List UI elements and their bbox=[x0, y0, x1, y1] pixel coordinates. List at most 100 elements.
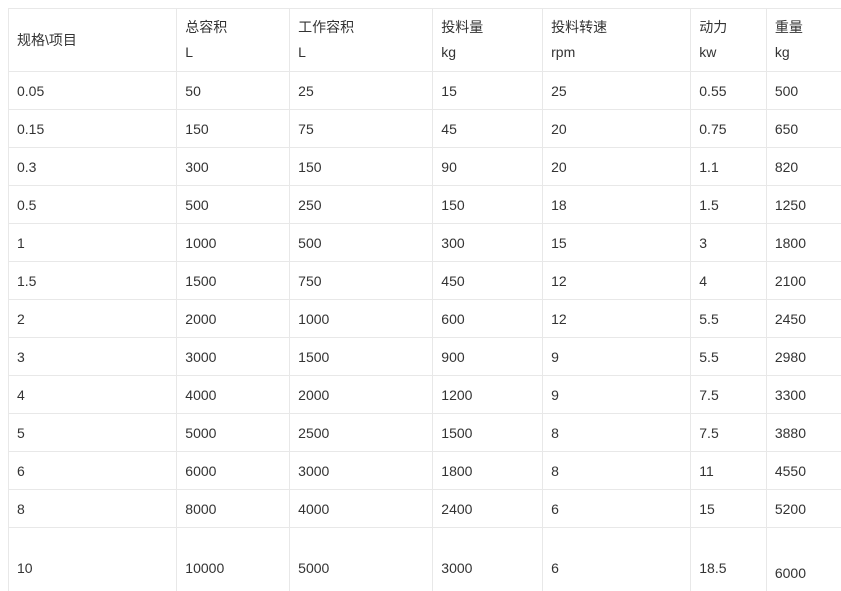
value-cell: 1.5 bbox=[690, 185, 767, 224]
column-label: 投料转速 bbox=[551, 19, 608, 35]
table-row: 5 5000 2500 1500 8 7.5 3880 bbox=[7, 413, 841, 452]
value-cell: 8000 bbox=[176, 489, 291, 528]
column-header-4: 投料转速 rpm bbox=[542, 8, 692, 72]
spec-cell: 0.15 bbox=[7, 109, 178, 148]
spec-cell: 0.05 bbox=[7, 71, 178, 110]
value-cell: 2100 bbox=[765, 261, 841, 300]
column-label: 投料量 bbox=[441, 19, 484, 35]
value-cell: 5000 bbox=[289, 527, 434, 591]
column-header-2: 工作容积 L bbox=[289, 8, 434, 72]
column-header-1: 总容积 L bbox=[176, 8, 291, 72]
value-cell: 12 bbox=[542, 299, 692, 338]
spec-cell: 0.3 bbox=[7, 147, 178, 186]
spec-cell: 10 bbox=[7, 527, 178, 591]
value-cell: 12 bbox=[542, 261, 692, 300]
table-row: 6 6000 3000 1800 8 11 4550 bbox=[7, 451, 841, 490]
column-label: 重量 bbox=[774, 19, 803, 35]
value-cell: 4550 bbox=[765, 451, 841, 490]
value-cell: 10000 bbox=[176, 527, 291, 591]
value-cell: 650 bbox=[765, 109, 841, 148]
value-cell: 300 bbox=[176, 147, 291, 186]
spec-cell: 2 bbox=[7, 299, 178, 338]
table-row: 2 2000 1000 600 12 5.5 2450 bbox=[7, 299, 841, 338]
table-row: 0.15 150 75 45 20 0.75 650 bbox=[7, 109, 841, 148]
value-cell: 250 bbox=[289, 185, 434, 224]
value-cell: 750 bbox=[289, 261, 434, 300]
column-unit: L bbox=[298, 44, 306, 60]
value-cell: 2980 bbox=[765, 337, 841, 376]
column-label: 规格\项目 bbox=[17, 31, 77, 48]
value-cell: 500 bbox=[289, 223, 434, 262]
column-header-6: 重量 kg bbox=[765, 8, 841, 72]
header-row: 规格\项目 总容积 L 工作容积 L 投料量 kg 投料转速 rpm 动力 kw 重量 kg bbox=[7, 8, 841, 72]
value-cell: 4 bbox=[690, 261, 767, 300]
value-cell: 7.5 bbox=[690, 413, 767, 452]
value-cell: 5.5 bbox=[690, 337, 767, 376]
spec-cell: 1 bbox=[7, 223, 178, 262]
value-cell: 50 bbox=[176, 71, 291, 110]
value-cell: 25 bbox=[542, 71, 692, 110]
column-label: 总容积 bbox=[185, 19, 228, 35]
value-cell: 1800 bbox=[765, 223, 841, 262]
value-cell: 9 bbox=[542, 337, 692, 376]
value-cell: 15 bbox=[542, 223, 692, 262]
value-cell: 5.5 bbox=[690, 299, 767, 338]
spec-table-head: 规格\项目 总容积 L 工作容积 L 投料量 kg 投料转速 rpm 动力 kw 重量 kg bbox=[7, 8, 841, 72]
value-cell: 4000 bbox=[289, 489, 434, 528]
value-cell: 25 bbox=[289, 71, 434, 110]
spec-table-container: 规格\项目 总容积 L 工作容积 L 投料量 kg 投料转速 rpm 动力 kw 重量 kg 0.05 5… bbox=[7, 8, 841, 591]
value-cell: 15 bbox=[690, 489, 767, 528]
table-row: 10 10000 5000 3000 6 18.5 6000 bbox=[7, 527, 841, 591]
column-header-3: 投料量 kg bbox=[432, 8, 544, 72]
table-row: 4 4000 2000 1200 9 7.5 3300 bbox=[7, 375, 841, 414]
value-cell: 11 bbox=[690, 451, 767, 490]
table-row: 0.5 500 250 150 18 1.5 1250 bbox=[7, 185, 841, 224]
value-cell: 45 bbox=[432, 109, 544, 148]
column-label: 动力 bbox=[699, 19, 728, 35]
value-cell: 20 bbox=[542, 147, 692, 186]
value-cell: 150 bbox=[176, 109, 291, 148]
table-body: 0.05 50 25 15 25 0.55 500 0.15 150 75 45 20 0.75 650 0… bbox=[7, 71, 841, 591]
value-cell: 0.75 bbox=[690, 109, 767, 148]
value-cell: 450 bbox=[432, 261, 544, 300]
value-cell: 1800 bbox=[432, 451, 544, 490]
value-cell: 3000 bbox=[432, 527, 544, 591]
spec-cell: 1.5 bbox=[7, 261, 178, 300]
value-cell: 6000 bbox=[765, 527, 841, 591]
value-cell: 900 bbox=[432, 337, 544, 376]
table-row: 3 3000 1500 900 9 5.5 2980 bbox=[7, 337, 841, 376]
value-cell: 7.5 bbox=[690, 375, 767, 414]
value-cell: 3000 bbox=[176, 337, 291, 376]
value-cell: 18 bbox=[542, 185, 692, 224]
value-cell: 1500 bbox=[176, 261, 291, 300]
value-cell: 1500 bbox=[289, 337, 434, 376]
column-unit: kg bbox=[441, 44, 457, 60]
table-row: 1.5 1500 750 450 12 4 2100 bbox=[7, 261, 841, 300]
spec-cell: 3 bbox=[7, 337, 178, 376]
column-unit: kg bbox=[774, 44, 790, 60]
value-cell: 2000 bbox=[289, 375, 434, 414]
value-cell: 15 bbox=[432, 71, 544, 110]
spec-cell: 5 bbox=[7, 413, 178, 452]
value-cell: 500 bbox=[176, 185, 291, 224]
value-cell: 2500 bbox=[289, 413, 434, 452]
value-cell: 1000 bbox=[289, 299, 434, 338]
value-cell: 1200 bbox=[432, 375, 544, 414]
column-unit: L bbox=[185, 44, 194, 60]
value-cell: 20 bbox=[542, 109, 692, 148]
value-cell: 1.1 bbox=[690, 147, 767, 186]
value-cell: 5200 bbox=[765, 489, 841, 528]
value-cell: 8 bbox=[542, 413, 692, 452]
value-cell: 300 bbox=[432, 223, 544, 262]
value-cell: 4000 bbox=[176, 375, 291, 414]
spec-cell: 0.5 bbox=[7, 185, 178, 224]
value-cell: 3000 bbox=[289, 451, 434, 490]
value-cell: 2400 bbox=[432, 489, 544, 528]
value-cell: 2000 bbox=[176, 299, 291, 338]
table-row: 1 1000 500 300 15 3 1800 bbox=[7, 223, 841, 262]
value-cell: 90 bbox=[432, 147, 544, 186]
column-header-5: 动力 kw bbox=[690, 8, 767, 72]
value-cell: 600 bbox=[432, 299, 544, 338]
value-cell: 8 bbox=[542, 451, 692, 490]
column-label: 工作容积 bbox=[298, 19, 355, 35]
